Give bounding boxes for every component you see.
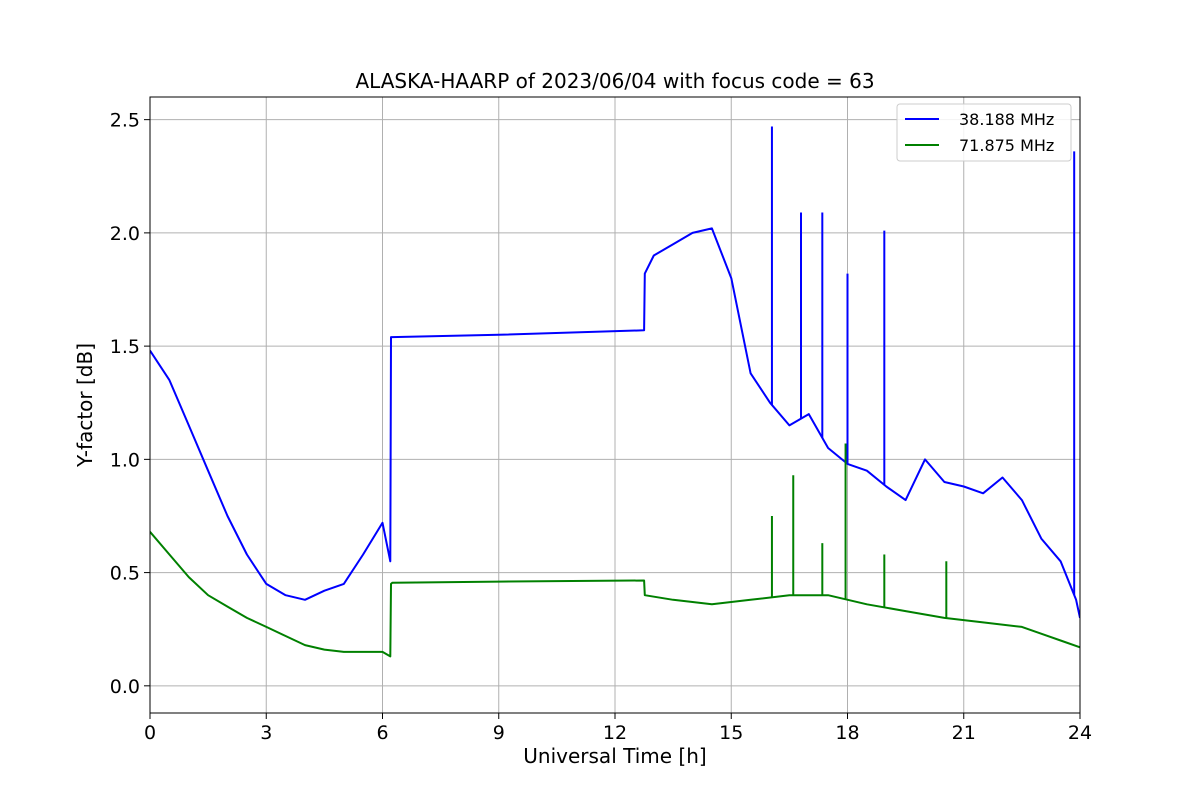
x-tick-label: 9: [493, 722, 505, 744]
series-layer: [150, 126, 1080, 658]
y-tick-label: 1.5: [110, 336, 140, 358]
x-tick-label: 6: [376, 722, 388, 744]
x-tick-label: 0: [144, 722, 156, 744]
tick-layer: 0 3 6 9 12 15 18 21 24 0.0 0.5 1.0 1.5 2.0 2.5: [110, 110, 1092, 744]
legend-label: 38.188 MHz: [959, 110, 1054, 129]
x-tick-label: 12: [603, 722, 627, 744]
legend-label: 71.875 MHz: [959, 136, 1054, 155]
x-axis-label: Universal Time [h]: [523, 744, 706, 768]
chart-title: ALASKA-HAARP of 2023/06/04 with focus co…: [355, 69, 874, 93]
y-tick-label: 2.0: [110, 223, 140, 245]
x-tick-label: 18: [835, 722, 859, 744]
x-tick-label: 3: [260, 722, 272, 744]
x-tick-label: 24: [1068, 722, 1092, 744]
x-tick-label: 21: [952, 722, 976, 744]
y-tick-label: 0.5: [110, 563, 140, 585]
y-axis-label: Y-factor [dB]: [73, 343, 97, 468]
legend: 38.188 MHz 71.875 MHz: [896, 103, 1072, 162]
y-tick-label: 1.0: [110, 449, 140, 471]
x-tick-label: 15: [719, 722, 743, 744]
series-line-0: [150, 227, 1080, 619]
y-tick-label: 2.5: [110, 110, 140, 132]
series-line-1: [150, 531, 1080, 658]
y-tick-label: 0.0: [110, 676, 140, 698]
legend-box: [896, 103, 1072, 162]
